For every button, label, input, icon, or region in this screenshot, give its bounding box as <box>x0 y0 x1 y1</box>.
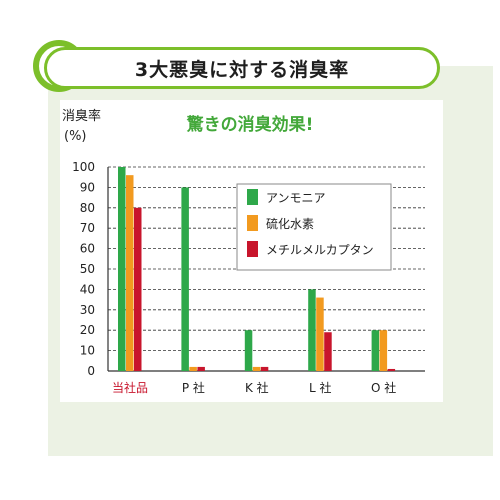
x-tick-label: 当社品 <box>112 380 148 395</box>
y-tick-label: 90 <box>80 180 95 194</box>
bar <box>126 175 134 371</box>
legend-label: メチルメルカプタン <box>266 243 374 257</box>
bar <box>324 332 332 371</box>
y-tick-label: 70 <box>80 221 95 235</box>
y-tick-label: 20 <box>80 323 95 337</box>
y-tick-label: 30 <box>80 303 95 317</box>
legend-swatch <box>247 189 258 205</box>
legend-label: アンモニア <box>266 191 326 205</box>
x-tick-label: O 社 <box>371 380 396 395</box>
y-axis-unit: (%) <box>64 129 87 144</box>
bar <box>197 366 205 371</box>
y-tick-label: 10 <box>80 344 95 358</box>
bar <box>379 330 388 371</box>
y-axis-label: 消臭率 <box>62 108 101 124</box>
x-tick-label: K 社 <box>245 380 269 395</box>
legend-label: 硫化水素 <box>266 216 314 231</box>
bar <box>371 330 380 371</box>
legend-swatch <box>247 241 258 257</box>
y-tick-label: 40 <box>80 282 95 296</box>
bar <box>244 330 253 371</box>
bar <box>316 297 324 371</box>
y-tick-label: 0 <box>87 364 95 378</box>
y-tick-label: 60 <box>80 242 95 256</box>
y-tick-label: 50 <box>80 262 95 276</box>
bar <box>387 368 396 371</box>
legend-swatch <box>247 215 258 231</box>
y-tick-label: 100 <box>72 160 95 174</box>
legend-box <box>236 183 392 271</box>
bar <box>308 289 316 371</box>
bar <box>134 207 142 371</box>
header-bar: 3大悪臭に対する消臭率 <box>44 47 440 89</box>
x-tick-label: L 社 <box>309 380 332 395</box>
bar <box>189 366 197 371</box>
chart-title: 驚きの消臭効果! <box>187 114 314 135</box>
bar <box>252 366 261 371</box>
bar <box>260 366 269 371</box>
bar <box>118 167 126 371</box>
bar <box>181 187 189 371</box>
x-tick-label: P 社 <box>182 380 205 395</box>
page-title: 3大悪臭に対する消臭率 <box>134 58 350 81</box>
y-tick-label: 80 <box>80 201 95 215</box>
